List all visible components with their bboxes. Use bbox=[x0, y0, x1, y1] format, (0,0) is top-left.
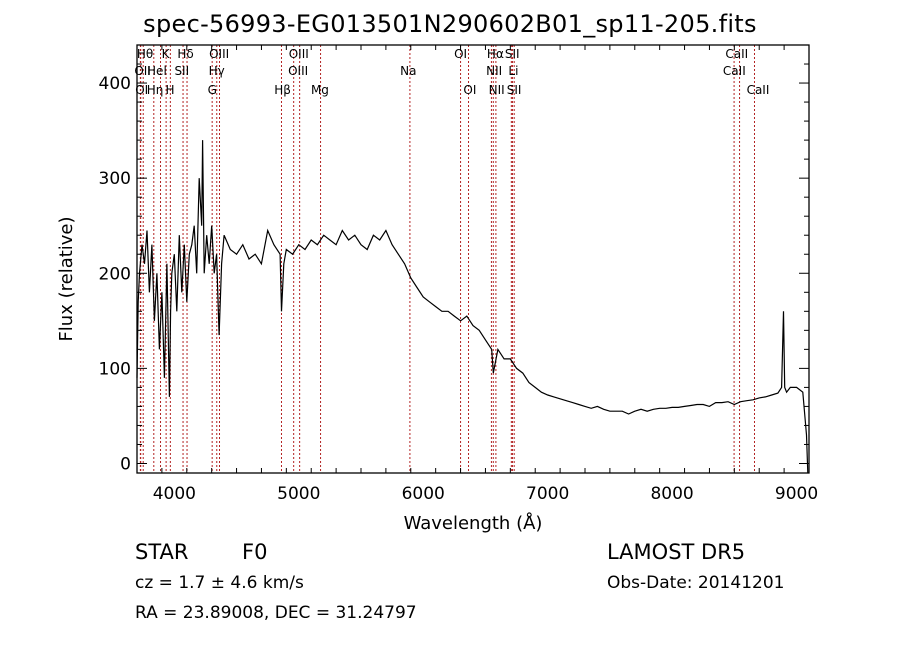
object-type: STAR bbox=[135, 540, 189, 564]
spectral-line-label: OI bbox=[454, 47, 467, 61]
spectral-line-label: NII bbox=[489, 83, 505, 97]
coordinates-text: RA = 23.89008, DEC = 31.24797 bbox=[135, 603, 417, 623]
spectral-line-label: Hβ bbox=[274, 83, 291, 97]
spectral-line-label: OIII bbox=[289, 47, 309, 61]
y-tick-label: 100 bbox=[99, 359, 131, 379]
x-tick-label: 4000 bbox=[153, 484, 196, 504]
object-subclass: F0 bbox=[242, 540, 268, 564]
x-tick-label: 7000 bbox=[526, 484, 569, 504]
spectral-line-label: OI bbox=[463, 83, 476, 97]
spectral-line-label: CaII bbox=[725, 47, 748, 61]
spectral-line-label: OIII bbox=[288, 64, 308, 78]
spectral-line-label: Hδ bbox=[177, 47, 193, 61]
axis-ticks bbox=[136, 44, 810, 473]
spectral-line-label: Hel bbox=[147, 64, 167, 78]
axis-tick-labels: 4000 5000 6000 7000 8000 9000 0 100 200 300 400 bbox=[99, 74, 819, 504]
spectral-line-label: Hα bbox=[487, 47, 504, 61]
y-tick-label: 0 bbox=[120, 454, 131, 474]
spectral-line-label: OII bbox=[134, 64, 151, 78]
spectral-line-label: CaII bbox=[747, 83, 770, 97]
spectrum-series-line bbox=[136, 140, 809, 474]
spectral-line-label: Na bbox=[400, 64, 416, 78]
y-axis-label: Flux (relative) bbox=[56, 216, 77, 341]
spectral-line-label: Li bbox=[508, 64, 518, 78]
chart-title: spec-56993-EG013501N290602B01_sp11-205.f… bbox=[143, 10, 757, 38]
spectral-line-label: OIII bbox=[209, 47, 229, 61]
spectral-line-label: H bbox=[165, 83, 174, 97]
spectral-line-label: G bbox=[208, 83, 217, 97]
spectral-line-label: Mg bbox=[311, 83, 329, 97]
x-tick-label: 9000 bbox=[775, 484, 818, 504]
spectral-line-label: NII bbox=[486, 64, 502, 78]
y-tick-label: 300 bbox=[99, 169, 131, 189]
x-tick-label: 8000 bbox=[650, 484, 693, 504]
spectral-line-label: K bbox=[162, 47, 171, 61]
spectral-line-markers bbox=[139, 45, 755, 473]
spectral-line-label: SII bbox=[505, 47, 520, 61]
x-tick-label: 5000 bbox=[277, 484, 320, 504]
y-tick-label: 400 bbox=[99, 74, 131, 94]
spectral-line-label: OI bbox=[135, 83, 148, 97]
survey-name: LAMOST DR5 bbox=[607, 540, 746, 564]
spectral-line-label: Hη bbox=[147, 83, 164, 97]
y-tick-label: 200 bbox=[99, 264, 131, 284]
x-tick-label: 6000 bbox=[402, 484, 445, 504]
spectral-line-label: SII bbox=[174, 64, 189, 78]
spectral-line-label: SII bbox=[507, 83, 522, 97]
x-axis-label: Wavelength (Å) bbox=[404, 512, 543, 534]
obs-date: Obs-Date: 20141201 bbox=[607, 573, 785, 593]
spectral-line-label: Hθ bbox=[137, 47, 153, 61]
redshift-text: cz = 1.7 ± 4.6 km/s bbox=[135, 573, 304, 593]
plot-frame bbox=[136, 44, 810, 474]
spectral-line-label: CaII bbox=[723, 64, 746, 78]
spectral-line-label: Hγ bbox=[209, 64, 225, 78]
